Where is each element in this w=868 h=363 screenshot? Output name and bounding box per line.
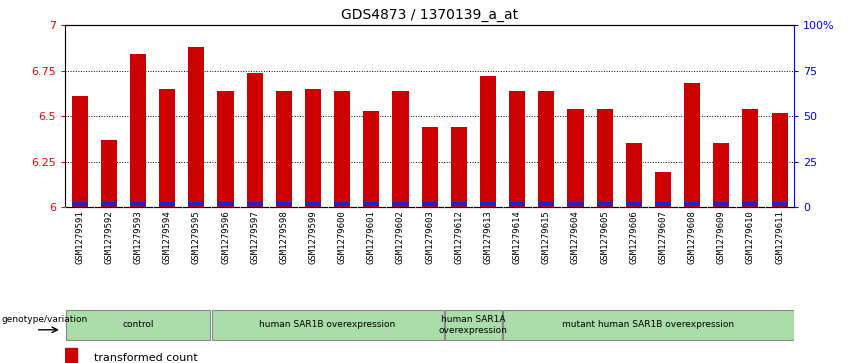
Text: GSM1279600: GSM1279600: [338, 210, 346, 264]
Bar: [276, 202, 292, 206]
Text: GSM1279592: GSM1279592: [104, 210, 114, 264]
Bar: [626, 202, 641, 206]
Bar: [101, 140, 117, 207]
Text: genotype/variation: genotype/variation: [2, 315, 89, 325]
Bar: [72, 202, 88, 206]
Bar: [772, 202, 787, 206]
Bar: [276, 91, 292, 207]
Bar: [713, 202, 729, 206]
Text: GSM1279604: GSM1279604: [571, 210, 580, 264]
Bar: [212, 310, 444, 340]
Bar: [772, 113, 787, 207]
Text: GSM1279593: GSM1279593: [134, 210, 142, 264]
Text: GSM1279613: GSM1279613: [483, 210, 492, 264]
Text: GSM1279605: GSM1279605: [600, 210, 609, 264]
Text: GSM1279603: GSM1279603: [425, 210, 434, 264]
Bar: [568, 202, 583, 206]
Bar: [392, 91, 409, 207]
Bar: [655, 172, 671, 207]
Bar: [218, 202, 233, 206]
Bar: [713, 143, 729, 207]
Bar: [444, 310, 502, 340]
Bar: [305, 202, 321, 206]
Text: GSM1279608: GSM1279608: [687, 210, 697, 264]
Bar: [538, 202, 555, 206]
Text: human SAR1A
overexpression: human SAR1A overexpression: [439, 315, 508, 335]
Bar: [626, 143, 641, 207]
Bar: [159, 202, 175, 206]
Text: GSM1279609: GSM1279609: [717, 210, 726, 264]
Text: GSM1279611: GSM1279611: [775, 210, 784, 264]
Bar: [568, 109, 583, 207]
Bar: [305, 89, 321, 207]
Text: GSM1279594: GSM1279594: [162, 210, 172, 264]
Bar: [218, 91, 233, 207]
Bar: [538, 91, 555, 207]
Bar: [247, 202, 263, 206]
Text: GSM1279597: GSM1279597: [250, 210, 260, 264]
Bar: [422, 127, 437, 207]
Text: GSM1279601: GSM1279601: [367, 210, 376, 264]
Bar: [450, 127, 467, 207]
Bar: [130, 54, 146, 207]
Bar: [450, 202, 467, 206]
Text: mutant human SAR1B overexpression: mutant human SAR1B overexpression: [562, 321, 734, 329]
Text: GDS4873 / 1370139_a_at: GDS4873 / 1370139_a_at: [341, 8, 518, 22]
Text: GSM1279591: GSM1279591: [76, 210, 84, 264]
Text: GSM1279595: GSM1279595: [192, 210, 201, 264]
Bar: [247, 73, 263, 207]
Bar: [188, 202, 204, 206]
Text: transformed count: transformed count: [94, 352, 198, 363]
Bar: [334, 202, 350, 206]
Text: control: control: [122, 321, 154, 329]
Bar: [596, 202, 613, 206]
Bar: [503, 310, 793, 340]
Bar: [364, 111, 379, 207]
Text: GSM1279606: GSM1279606: [629, 210, 638, 264]
Bar: [596, 109, 613, 207]
Bar: [684, 202, 700, 206]
Bar: [130, 202, 146, 206]
Bar: [684, 83, 700, 207]
Bar: [742, 109, 759, 207]
Text: GSM1279602: GSM1279602: [396, 210, 405, 264]
Bar: [364, 202, 379, 206]
Bar: [422, 202, 437, 206]
Bar: [188, 47, 204, 207]
Text: GSM1279596: GSM1279596: [221, 210, 230, 264]
Bar: [65, 348, 77, 363]
Bar: [66, 310, 210, 340]
Text: GSM1279615: GSM1279615: [542, 210, 551, 264]
Text: GSM1279598: GSM1279598: [279, 210, 288, 264]
Bar: [72, 96, 88, 207]
Bar: [480, 202, 496, 206]
Bar: [510, 91, 525, 207]
Bar: [392, 202, 409, 206]
Bar: [655, 202, 671, 206]
Bar: [159, 89, 175, 207]
Bar: [334, 91, 350, 207]
Text: GSM1279612: GSM1279612: [454, 210, 464, 264]
Bar: [742, 202, 759, 206]
Text: GSM1279599: GSM1279599: [308, 210, 318, 264]
Bar: [480, 76, 496, 207]
Text: GSM1279610: GSM1279610: [746, 210, 755, 264]
Bar: [101, 202, 117, 206]
Text: human SAR1B overexpression: human SAR1B overexpression: [260, 321, 396, 329]
Bar: [510, 202, 525, 206]
Text: GSM1279607: GSM1279607: [659, 210, 667, 264]
Text: GSM1279614: GSM1279614: [513, 210, 522, 264]
